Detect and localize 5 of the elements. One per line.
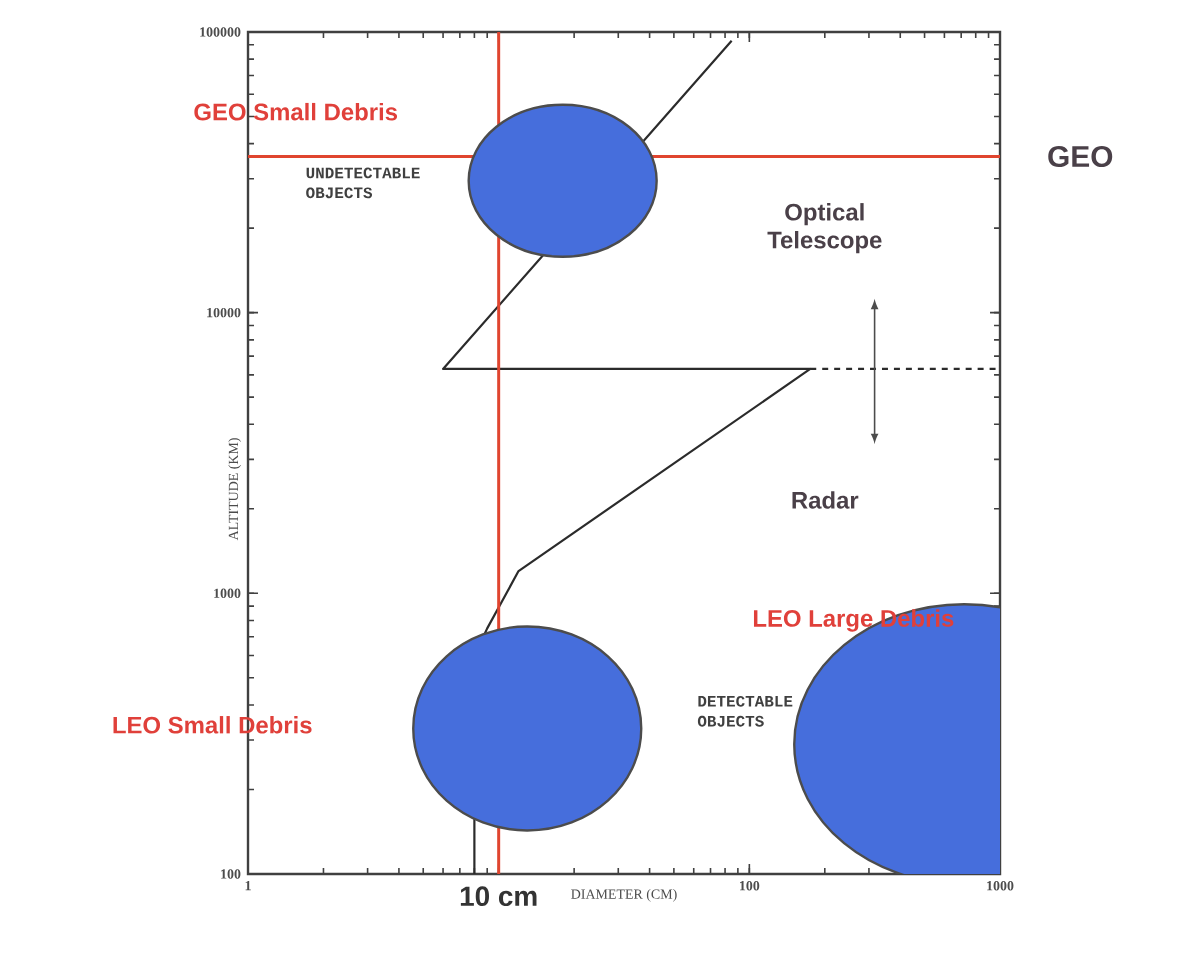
annotation: GEO Small Debris: [194, 102, 398, 121]
ref-line-label: GEO: [1048, 145, 1113, 168]
annotation: Optical Telescope: [767, 203, 882, 254]
annotation: Radar: [792, 491, 859, 509]
ref-line-label: 10 cm: [460, 886, 537, 907]
